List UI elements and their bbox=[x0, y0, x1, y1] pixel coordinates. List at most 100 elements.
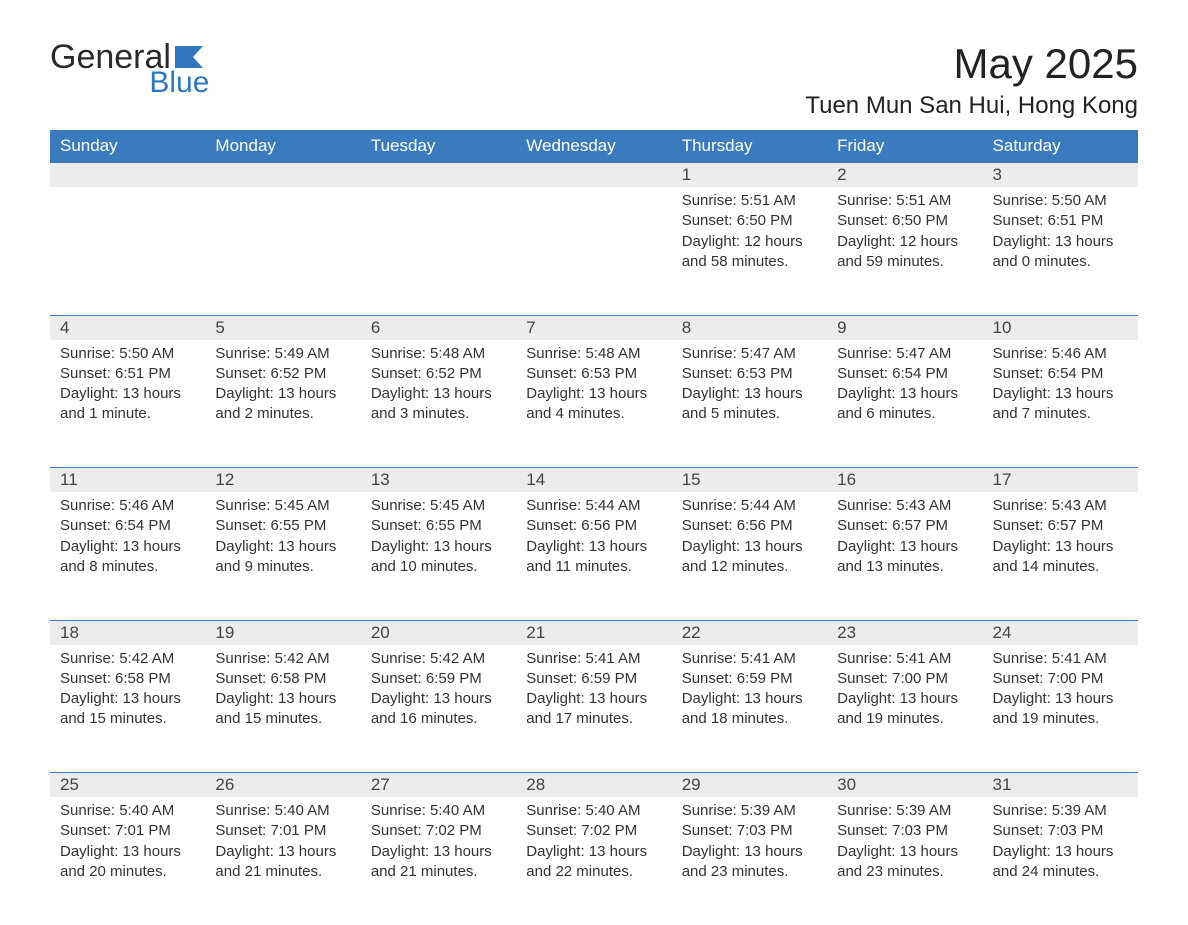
sunrise-line: Sunrise: 5:43 AM bbox=[837, 496, 972, 516]
sunrise-line: Sunrise: 5:47 AM bbox=[682, 344, 817, 364]
day-number: 18 bbox=[50, 621, 205, 645]
day-number: 29 bbox=[672, 773, 827, 797]
day-cell: Sunrise: 5:42 AMSunset: 6:59 PMDaylight:… bbox=[361, 645, 516, 773]
day-number: 4 bbox=[50, 316, 205, 340]
logo: General Blue bbox=[50, 40, 209, 98]
day-details: Sunrise: 5:40 AMSunset: 7:01 PMDaylight:… bbox=[205, 797, 360, 900]
day-number: 6 bbox=[361, 316, 516, 340]
daylight-line: Daylight: 13 hours and 14 minutes. bbox=[993, 537, 1128, 578]
daylight-line: Daylight: 13 hours and 5 minutes. bbox=[682, 384, 817, 425]
title-block: May 2025 Tuen Mun San Hui, Hong Kong bbox=[805, 40, 1138, 120]
sunset-line: Sunset: 6:59 PM bbox=[682, 669, 817, 689]
day-number: 7 bbox=[516, 316, 671, 340]
day-number: 20 bbox=[361, 621, 516, 645]
day-details: Sunrise: 5:47 AMSunset: 6:53 PMDaylight:… bbox=[672, 340, 827, 443]
day-cell: Sunrise: 5:40 AMSunset: 7:02 PMDaylight:… bbox=[361, 797, 516, 925]
empty-daynum bbox=[205, 163, 360, 188]
day-cell: Sunrise: 5:39 AMSunset: 7:03 PMDaylight:… bbox=[827, 797, 982, 925]
day-cell: Sunrise: 5:41 AMSunset: 7:00 PMDaylight:… bbox=[983, 645, 1138, 773]
day-details: Sunrise: 5:41 AMSunset: 7:00 PMDaylight:… bbox=[983, 645, 1138, 748]
day-details: Sunrise: 5:40 AMSunset: 7:02 PMDaylight:… bbox=[516, 797, 671, 900]
day-number: 8 bbox=[672, 316, 827, 340]
daylight-line: Daylight: 13 hours and 12 minutes. bbox=[682, 537, 817, 578]
day-cell: Sunrise: 5:40 AMSunset: 7:01 PMDaylight:… bbox=[205, 797, 360, 925]
location-subtitle: Tuen Mun San Hui, Hong Kong bbox=[805, 92, 1138, 120]
sunset-line: Sunset: 6:56 PM bbox=[526, 516, 661, 536]
empty-daynum bbox=[50, 163, 205, 188]
day-number: 1 bbox=[672, 163, 827, 187]
day-cell: Sunrise: 5:46 AMSunset: 6:54 PMDaylight:… bbox=[50, 492, 205, 620]
sunrise-line: Sunrise: 5:45 AM bbox=[215, 496, 350, 516]
day-cell: Sunrise: 5:40 AMSunset: 7:01 PMDaylight:… bbox=[50, 797, 205, 925]
day-number: 10 bbox=[983, 316, 1138, 340]
daylight-line: Daylight: 13 hours and 19 minutes. bbox=[837, 689, 972, 730]
day-cell: Sunrise: 5:40 AMSunset: 7:02 PMDaylight:… bbox=[516, 797, 671, 925]
daylight-line: Daylight: 13 hours and 20 minutes. bbox=[60, 842, 195, 883]
calendar-table: SundayMondayTuesdayWednesdayThursdayFrid… bbox=[50, 130, 1138, 925]
sunset-line: Sunset: 6:57 PM bbox=[993, 516, 1128, 536]
sunrise-line: Sunrise: 5:43 AM bbox=[993, 496, 1128, 516]
day-number: 31 bbox=[983, 773, 1138, 797]
daylight-line: Daylight: 13 hours and 1 minute. bbox=[60, 384, 195, 425]
day-number: 13 bbox=[361, 468, 516, 492]
daylight-line: Daylight: 13 hours and 23 minutes. bbox=[682, 842, 817, 883]
day-cell: Sunrise: 5:41 AMSunset: 6:59 PMDaylight:… bbox=[516, 645, 671, 773]
day-number: 2 bbox=[827, 163, 982, 187]
daylight-line: Daylight: 12 hours and 58 minutes. bbox=[682, 232, 817, 273]
day-cell: Sunrise: 5:47 AMSunset: 6:54 PMDaylight:… bbox=[827, 340, 982, 468]
day-details: Sunrise: 5:50 AMSunset: 6:51 PMDaylight:… bbox=[983, 187, 1138, 290]
sunset-line: Sunset: 7:02 PM bbox=[371, 821, 506, 841]
sunset-line: Sunset: 6:55 PM bbox=[371, 516, 506, 536]
sunset-line: Sunset: 6:59 PM bbox=[526, 669, 661, 689]
empty-day-cell bbox=[50, 187, 205, 315]
day-number: 21 bbox=[516, 621, 671, 645]
sunset-line: Sunset: 6:53 PM bbox=[526, 364, 661, 384]
day-cell: Sunrise: 5:39 AMSunset: 7:03 PMDaylight:… bbox=[672, 797, 827, 925]
sunrise-line: Sunrise: 5:51 AM bbox=[837, 191, 972, 211]
daylight-line: Daylight: 13 hours and 2 minutes. bbox=[215, 384, 350, 425]
sunset-line: Sunset: 6:51 PM bbox=[993, 211, 1128, 231]
day-details: Sunrise: 5:46 AMSunset: 6:54 PMDaylight:… bbox=[50, 492, 205, 595]
sunrise-line: Sunrise: 5:41 AM bbox=[526, 649, 661, 669]
day-cell: Sunrise: 5:42 AMSunset: 6:58 PMDaylight:… bbox=[205, 645, 360, 773]
day-header-sunday: Sunday bbox=[50, 130, 205, 163]
sunset-line: Sunset: 6:52 PM bbox=[371, 364, 506, 384]
sunset-line: Sunset: 6:55 PM bbox=[215, 516, 350, 536]
sunrise-line: Sunrise: 5:39 AM bbox=[682, 801, 817, 821]
daylight-line: Daylight: 13 hours and 15 minutes. bbox=[60, 689, 195, 730]
day-cell: Sunrise: 5:48 AMSunset: 6:52 PMDaylight:… bbox=[361, 340, 516, 468]
daylight-line: Daylight: 13 hours and 4 minutes. bbox=[526, 384, 661, 425]
sunset-line: Sunset: 6:56 PM bbox=[682, 516, 817, 536]
week-2-daynum-row: 11121314151617 bbox=[50, 468, 1138, 493]
daylight-line: Daylight: 12 hours and 59 minutes. bbox=[837, 232, 972, 273]
sunset-line: Sunset: 7:00 PM bbox=[993, 669, 1128, 689]
day-number: 12 bbox=[205, 468, 360, 492]
day-number: 26 bbox=[205, 773, 360, 797]
sunrise-line: Sunrise: 5:39 AM bbox=[837, 801, 972, 821]
day-header-tuesday: Tuesday bbox=[361, 130, 516, 163]
day-details: Sunrise: 5:48 AMSunset: 6:53 PMDaylight:… bbox=[516, 340, 671, 443]
day-details: Sunrise: 5:41 AMSunset: 7:00 PMDaylight:… bbox=[827, 645, 982, 748]
day-number: 19 bbox=[205, 621, 360, 645]
day-number: 30 bbox=[827, 773, 982, 797]
sunset-line: Sunset: 7:03 PM bbox=[837, 821, 972, 841]
sunset-line: Sunset: 6:52 PM bbox=[215, 364, 350, 384]
day-cell: Sunrise: 5:41 AMSunset: 6:59 PMDaylight:… bbox=[672, 645, 827, 773]
day-details: Sunrise: 5:48 AMSunset: 6:52 PMDaylight:… bbox=[361, 340, 516, 443]
sunset-line: Sunset: 6:58 PM bbox=[215, 669, 350, 689]
sunrise-line: Sunrise: 5:46 AM bbox=[993, 344, 1128, 364]
sunset-line: Sunset: 6:58 PM bbox=[60, 669, 195, 689]
sunrise-line: Sunrise: 5:44 AM bbox=[682, 496, 817, 516]
sunrise-line: Sunrise: 5:44 AM bbox=[526, 496, 661, 516]
sunset-line: Sunset: 7:00 PM bbox=[837, 669, 972, 689]
week-1-daynum-row: 45678910 bbox=[50, 315, 1138, 340]
sunset-line: Sunset: 6:53 PM bbox=[682, 364, 817, 384]
sunset-line: Sunset: 6:54 PM bbox=[837, 364, 972, 384]
sunset-line: Sunset: 7:02 PM bbox=[526, 821, 661, 841]
day-cell: Sunrise: 5:51 AMSunset: 6:50 PMDaylight:… bbox=[672, 187, 827, 315]
sunset-line: Sunset: 7:01 PM bbox=[60, 821, 195, 841]
day-number: 17 bbox=[983, 468, 1138, 492]
sunrise-line: Sunrise: 5:40 AM bbox=[526, 801, 661, 821]
day-details: Sunrise: 5:40 AMSunset: 7:01 PMDaylight:… bbox=[50, 797, 205, 900]
sunset-line: Sunset: 7:01 PM bbox=[215, 821, 350, 841]
